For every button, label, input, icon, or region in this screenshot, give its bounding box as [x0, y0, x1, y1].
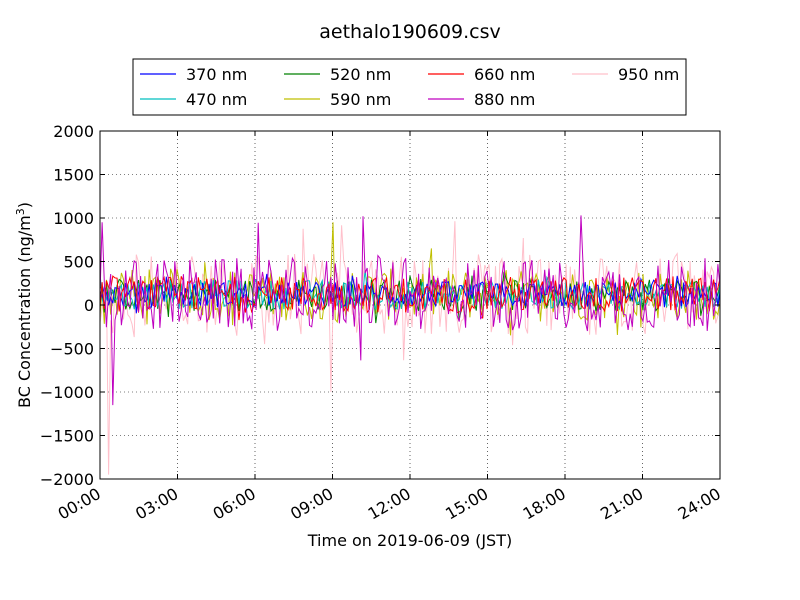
y-axis-label-main: BC Concentration (ng/m — [15, 215, 34, 408]
y-axis-label-exponent: 3 — [14, 208, 27, 215]
x-tick-label: 24:00 — [675, 484, 724, 524]
x-axis-label: Time on 2019-06-09 (JST) — [307, 531, 512, 550]
legend: 370 nm 470 nm 520 nm 590 nm 660 nm 880 nm 950 … — [132, 58, 687, 116]
y-tick-label: 500 — [63, 253, 94, 272]
y-axis-label-close: ) — [15, 202, 34, 208]
legend-label: 660 nm — [474, 65, 535, 84]
series-line-590-nm — [99, 222, 721, 336]
x-tick-label: 00:00 — [55, 484, 104, 524]
legend-label: 880 nm — [474, 90, 535, 109]
y-axis: 2000 1500 1000 500 0 −500 −1000 −1500 −2000 — [40, 122, 720, 489]
y-tick-label: 1000 — [53, 209, 94, 228]
legend-label: 950 nm — [618, 65, 679, 84]
x-tick-label: 09:00 — [287, 484, 336, 524]
y-tick-label: 2000 — [53, 122, 94, 141]
legend-frame — [132, 58, 687, 116]
legend-label: 370 nm — [186, 65, 247, 84]
x-tick-label: 15:00 — [442, 484, 491, 524]
y-axis-label: BC Concentration (ng/m3) — [14, 202, 34, 408]
series-line-880-nm — [99, 215, 721, 406]
legend-label: 520 nm — [330, 65, 391, 84]
legend-label: 590 nm — [330, 90, 391, 109]
x-tick-label: 06:00 — [210, 484, 259, 524]
x-tick-label: 18:00 — [520, 484, 569, 524]
series-line-950-nm — [99, 221, 721, 475]
y-tick-label: −1500 — [40, 427, 94, 446]
legend-label: 470 nm — [186, 90, 247, 109]
chart-title: aethalo190609.csv — [319, 21, 501, 43]
y-tick-label: −2000 — [40, 470, 94, 489]
y-tick-label: 1500 — [53, 166, 94, 185]
y-tick-label: −1000 — [40, 383, 94, 402]
x-tick-label: 03:00 — [132, 484, 181, 524]
y-tick-label: 0 — [84, 296, 94, 315]
x-tick-label: 21:00 — [597, 484, 646, 524]
x-tick-label: 12:00 — [365, 484, 414, 524]
y-tick-label: −500 — [50, 340, 94, 359]
x-axis: 00:00 03:00 06:00 09:00 12:00 15:00 18:00 21:00… — [55, 131, 724, 524]
series-lines — [99, 215, 721, 475]
